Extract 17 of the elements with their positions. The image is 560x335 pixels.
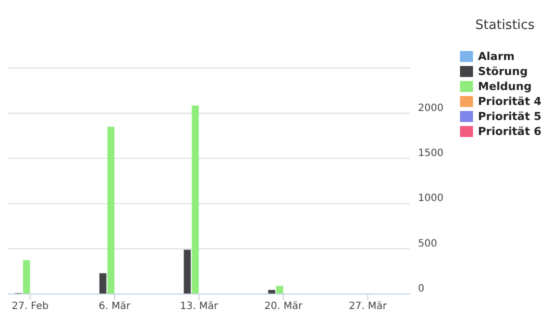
y-tick-label: 2000 bbox=[418, 102, 444, 114]
x-tick-label: 20. Mär bbox=[264, 301, 304, 312]
y-tick-label: 1000 bbox=[418, 193, 444, 204]
legend-label: Priorität 4 bbox=[478, 95, 542, 108]
x-tick-label: 27. Feb bbox=[12, 301, 49, 312]
legend-label: Meldung bbox=[478, 80, 532, 93]
y-tick-label: 500 bbox=[418, 238, 438, 250]
legend-title: Statistics bbox=[474, 18, 536, 33]
legend-label: Priorität 6 bbox=[478, 125, 542, 138]
y-tick-label: 1500 bbox=[418, 148, 444, 159]
x-tick-label: 6. Mär bbox=[98, 301, 132, 312]
x-tick-label: 27. Mär bbox=[348, 301, 388, 312]
y-tick-label: 0 bbox=[418, 284, 424, 295]
legend-label: Störung bbox=[478, 65, 528, 78]
legend-label: Alarm bbox=[478, 50, 515, 63]
legend-label: Priorität 5 bbox=[478, 110, 542, 123]
x-tick-label: 13. Mär bbox=[180, 301, 219, 312]
